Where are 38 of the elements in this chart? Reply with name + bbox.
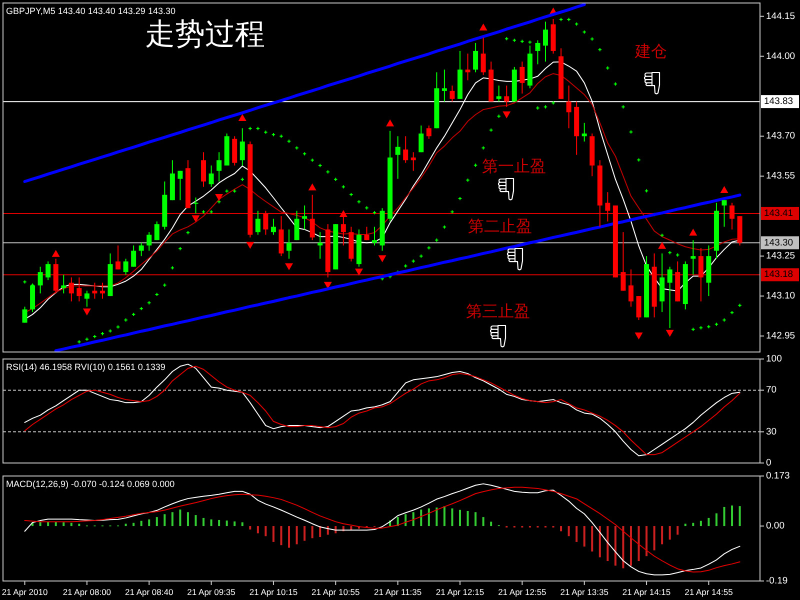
x-tick-label: 21 Apr 10:15: [249, 587, 298, 597]
y-tick-label: 144.00: [766, 50, 796, 62]
annotation: 第一止盈: [482, 158, 546, 176]
y-tick-label: 143.25: [766, 250, 796, 262]
annotation: 建仓: [635, 44, 667, 60]
chart-title: RSI(14) 46.1958 RVI(10) 0.1561 0.1339: [6, 362, 166, 372]
annotation: 第二止盈: [468, 218, 532, 236]
y-tick-label: 144.15: [766, 10, 796, 22]
x-tick-label: 21 Apr 2010: [2, 587, 48, 597]
y-tick-label: 143.10: [766, 290, 796, 302]
ref-line-label: 143.83: [764, 96, 794, 108]
y-tick-label: 142.95: [766, 330, 796, 342]
ref-line-label: 143.41: [764, 208, 794, 219]
y-tick-label: 143.55: [766, 170, 796, 182]
ref-line-label: 143.30: [764, 237, 794, 248]
chart-subtitle: GBPJPY,M5 143.40 143.40 143.29 143.30: [6, 6, 176, 16]
y-tick-label: 70: [766, 384, 777, 396]
x-tick-label: 21 Apr 14:55: [684, 587, 733, 597]
x-tick-label: 21 Apr 12:55: [498, 587, 546, 597]
y-tick-label: -0.19: [766, 576, 788, 586]
x-tick-label: 21 Apr 12:15: [436, 587, 484, 597]
y-tick-label: 0.173: [766, 470, 790, 482]
chart-title: 走势过程: [145, 18, 265, 51]
x-tick-label: 21 Apr 10:55: [312, 587, 360, 597]
annotation: 第三止盈: [466, 304, 530, 320]
x-tick-label: 21 Apr 08:40: [125, 587, 174, 597]
x-tick-label: 21 Apr 08:00: [62, 587, 112, 597]
y-tick-label: 0.00: [766, 520, 784, 532]
y-tick-label: 143.70: [766, 130, 796, 142]
chart-title: MACD(12,26,9) -0.070 -0.124 0.069 0.000: [6, 479, 175, 489]
ref-line-label: 143.18: [764, 269, 794, 280]
y-tick-label: 0: [766, 458, 772, 468]
x-tick-label: 21 Apr 11:35: [374, 587, 422, 597]
x-tick-label: 21 Apr 14:15: [622, 587, 671, 597]
x-tick-label: 21 Apr 09:35: [187, 587, 236, 597]
y-tick-label: 100: [766, 354, 782, 364]
y-tick-label: 30: [766, 426, 777, 438]
x-tick-label: 21 Apr 13:35: [560, 587, 608, 597]
